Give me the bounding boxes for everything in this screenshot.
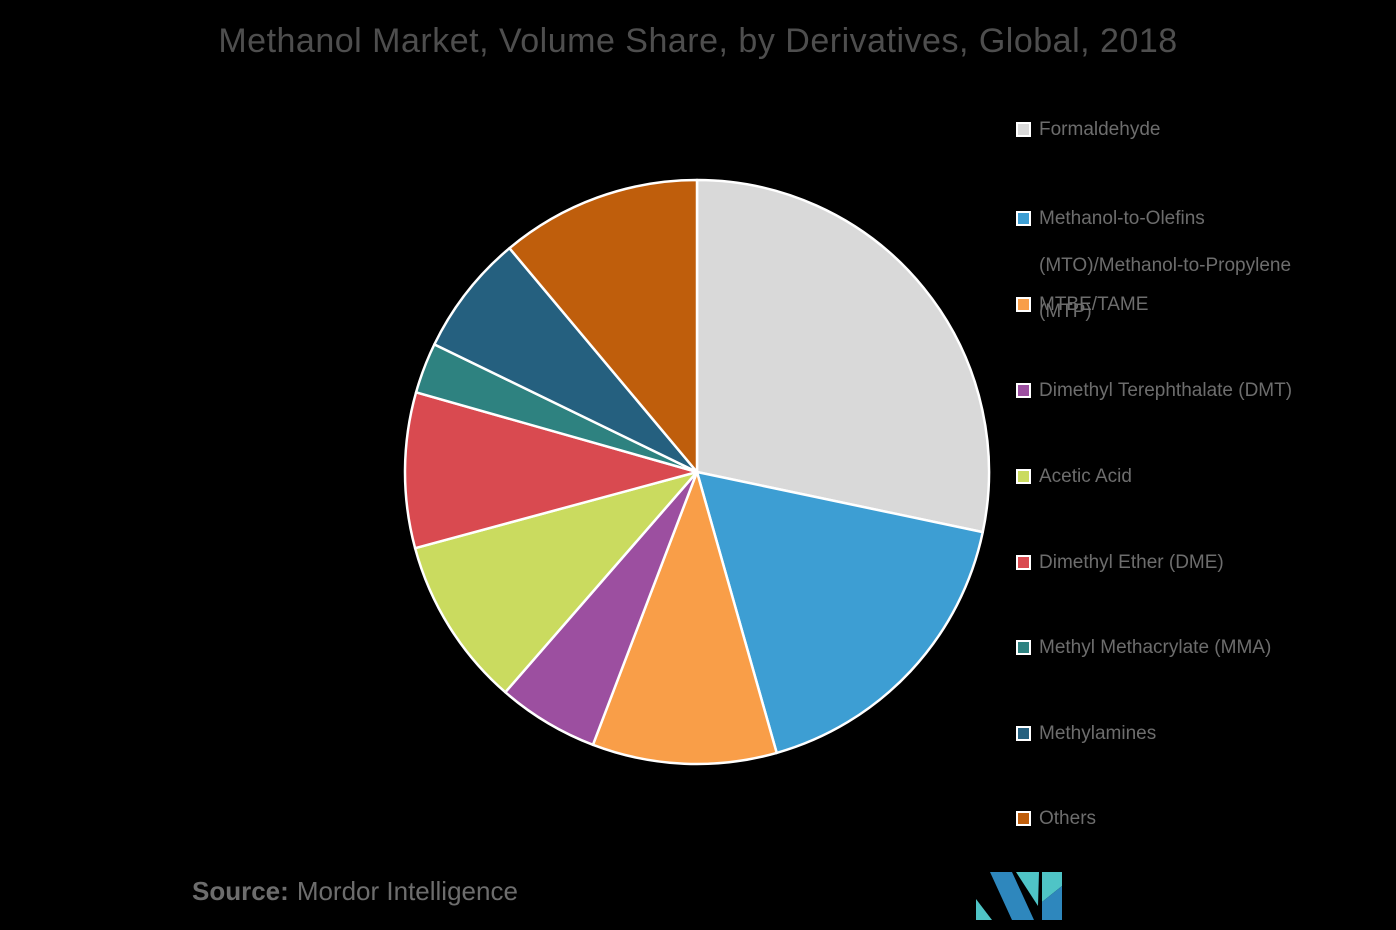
legend-label: Dimethyl Ether (DME) (1039, 552, 1224, 573)
legend-swatch-icon (1016, 469, 1031, 484)
pie-slice-mtbe-tame[interactable] (591, 470, 778, 766)
legend-label: Methanol-to-Olefins (MTO)/Methanol-to-Pr… (1039, 208, 1292, 323)
legend-label: Formaldehyde (1039, 119, 1161, 140)
source-note: Source: Mordor Intelligence (192, 876, 518, 907)
pie-slice-dimethyl-ether-dme[interactable] (403, 391, 699, 550)
legend-swatch-icon (1016, 122, 1031, 137)
logo-blue-diagonal (990, 872, 1034, 920)
legend-item-dimethyl-ether-dme[interactable]: Dimethyl Ether (DME) (1016, 540, 1341, 587)
legend-item-methanol-to-olefins-mto-methanol-to-propylene-mtp[interactable]: Methanol-to-Olefins (MTO)/Methanol-to-Pr… (1016, 196, 1341, 336)
legend-item-acetic-acid[interactable]: Acetic Acid (1016, 454, 1341, 501)
legend-swatch-icon (1016, 297, 1031, 312)
legend-item-methyl-methacrylate-mma[interactable]: Methyl Methacrylate (MMA) (1016, 625, 1341, 672)
logo-teal-right-shape (1042, 872, 1062, 902)
legend-item-dimethyl-terephthalate-dmt[interactable]: Dimethyl Terephthalate (DMT) (1016, 368, 1341, 415)
source-label: Source: (192, 876, 289, 906)
legend-swatch-icon (1016, 811, 1031, 826)
legend-item-others[interactable]: Others (1016, 796, 1341, 843)
legend-item-mtbe-tame[interactable]: MTBE/TAME (1016, 282, 1341, 329)
legend-label: Acetic Acid (1039, 466, 1132, 487)
legend-label: Methylamines (1039, 723, 1157, 744)
pie-slice-methylamines[interactable] (433, 246, 699, 474)
legend-label: MTBE/TAME (1039, 294, 1149, 315)
pie-slice-formaldehyde[interactable] (695, 178, 991, 534)
pie-slice-others[interactable] (508, 178, 699, 474)
logo-teal-middle-triangle (1016, 872, 1039, 906)
legend-swatch-icon (1016, 726, 1031, 741)
pie-slice-methanol-to-olefins-mto-methanol-to-propylene-mtp[interactable] (695, 470, 984, 755)
pie-chart (403, 178, 991, 766)
chart-title: Methanol Market, Volume Share, by Deriva… (218, 22, 1178, 60)
legend-item-formaldehyde[interactable]: Formaldehyde (1016, 107, 1341, 154)
mordor-intelligence-logo (976, 872, 1062, 920)
legend-swatch-icon (1016, 640, 1031, 655)
legend-swatch-icon (1016, 211, 1031, 226)
legend-swatch-icon (1016, 555, 1031, 570)
legend-label: Methyl Methacrylate (MMA) (1039, 637, 1272, 658)
legend-label: Others (1039, 808, 1097, 829)
source-text: Mordor Intelligence (296, 876, 518, 906)
legend-item-methylamines[interactable]: Methylamines (1016, 711, 1341, 758)
legend-label: Dimethyl Terephthalate (DMT) (1039, 380, 1293, 401)
logo-blue-right-shape (1042, 886, 1062, 920)
logo-teal-left-triangle (976, 899, 992, 920)
pie-slice-acetic-acid[interactable] (413, 470, 699, 694)
legend-swatch-icon (1016, 383, 1031, 398)
